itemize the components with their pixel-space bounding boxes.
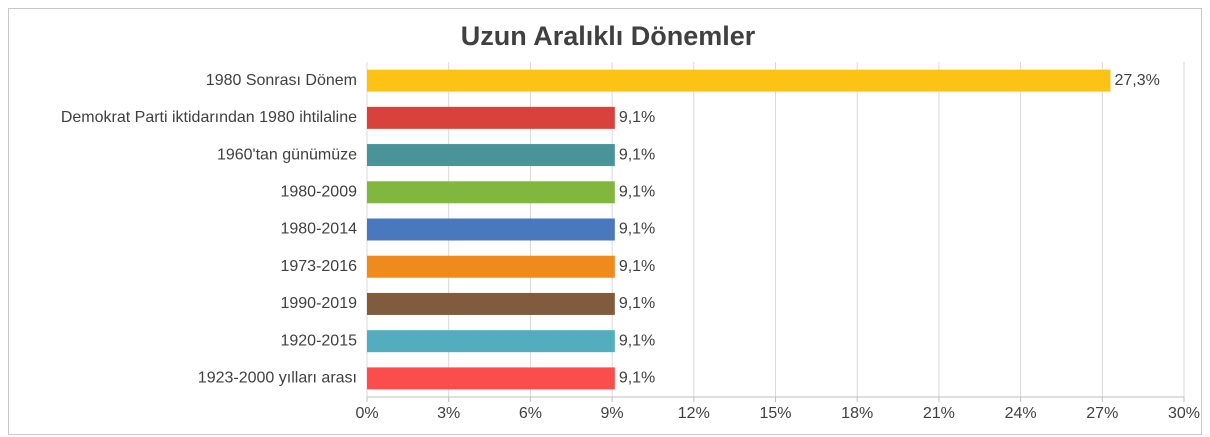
y-tick-label: 1980-2014 (280, 221, 357, 238)
value-label: 9,1% (619, 295, 655, 312)
y-tick-label: 1960'tan günümüze (217, 146, 357, 163)
value-label: 9,1% (619, 183, 655, 200)
y-tick-label: Demokrat Parti iktidarından 1980 ihtilal… (61, 109, 357, 126)
y-tick-label: 1980-2009 (280, 183, 357, 200)
value-label: 9,1% (619, 332, 655, 349)
value-label: 9,1% (619, 146, 655, 163)
value-label: 9,1% (619, 370, 655, 387)
y-tick-label: 1920-2015 (280, 332, 357, 349)
value-label: 9,1% (619, 221, 655, 238)
x-tick-label: 15% (759, 405, 791, 422)
x-tick-label: 3% (437, 405, 460, 422)
x-tick-label: 24% (1005, 405, 1037, 422)
value-label: 9,1% (619, 258, 655, 275)
value-label: 27,3% (1114, 72, 1159, 89)
x-tick-label: 18% (841, 405, 873, 422)
value-label: 9,1% (619, 109, 655, 126)
y-tick-label: 1973-2016 (280, 258, 357, 275)
x-tick-label: 12% (678, 405, 710, 422)
bar (367, 255, 615, 278)
x-tick-label: 0% (355, 405, 378, 422)
bar (367, 367, 615, 390)
x-tick-label: 9% (601, 405, 624, 422)
bar (367, 106, 615, 129)
bar (367, 292, 615, 315)
bar (367, 144, 615, 167)
bar (367, 330, 615, 353)
x-tick-label: 21% (923, 405, 955, 422)
y-tick-label: 1980 Sonrası Dönem (206, 72, 357, 89)
bar (367, 218, 615, 241)
bar (367, 69, 1111, 92)
y-tick-label: 1990-2019 (280, 295, 357, 312)
x-tick-label: 27% (1086, 405, 1118, 422)
bar (367, 181, 615, 204)
y-tick-label: 1923-2000 yılları arası (198, 370, 357, 387)
chart-title: Uzun Aralıklı Dönemler (461, 21, 756, 51)
x-tick-label: 6% (519, 405, 542, 422)
x-tick-label: 30% (1168, 405, 1200, 422)
